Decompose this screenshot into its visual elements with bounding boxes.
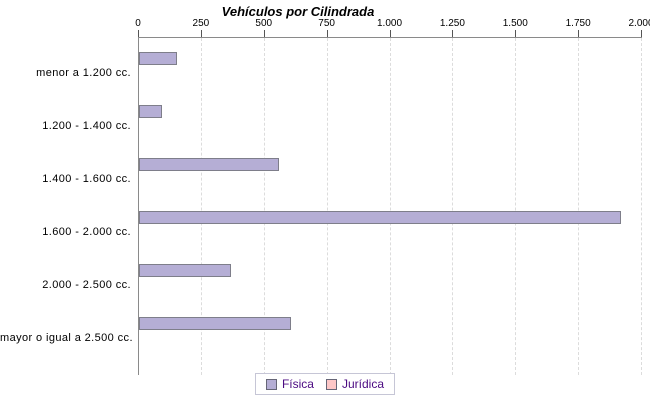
x-tick-label: 750 bbox=[318, 18, 335, 29]
gridline bbox=[452, 38, 454, 375]
x-tick-label: 2.000 bbox=[628, 18, 650, 29]
bar-física bbox=[139, 264, 231, 277]
x-tick-mark bbox=[263, 30, 265, 37]
category-label: mayor o igual a 2.500 cc. bbox=[0, 332, 133, 344]
x-axis-line bbox=[138, 37, 642, 38]
x-tick-mark bbox=[452, 30, 454, 37]
category-label: 1.200 - 1.400 cc. bbox=[42, 120, 131, 132]
legend-item-física: Física bbox=[265, 377, 314, 391]
x-tick-label: 1.250 bbox=[439, 18, 465, 29]
x-tick-label: 1.750 bbox=[565, 18, 591, 29]
x-tick-mark bbox=[200, 30, 202, 37]
bar-física bbox=[139, 211, 621, 224]
category-label: 1.600 - 2.000 cc. bbox=[42, 226, 131, 238]
gridline bbox=[515, 38, 517, 375]
legend: Física Jurídica bbox=[0, 373, 650, 395]
x-tick-label: 500 bbox=[255, 18, 273, 29]
gridline bbox=[641, 38, 642, 375]
legend-swatch-física bbox=[265, 378, 277, 390]
legend-label: Física bbox=[281, 377, 314, 391]
gridline bbox=[389, 38, 391, 375]
legend-label: Jurídica bbox=[341, 377, 385, 391]
bar-física bbox=[139, 317, 291, 330]
gridline bbox=[326, 38, 328, 375]
category-label: menor a 1.200 cc. bbox=[36, 67, 131, 79]
y-axis-line bbox=[138, 37, 139, 375]
gridline bbox=[263, 38, 265, 375]
x-tick-label: 250 bbox=[192, 18, 210, 29]
x-tick-mark bbox=[578, 30, 580, 37]
category-label: 1.400 - 1.600 cc. bbox=[42, 173, 131, 185]
legend-swatch-jurídica bbox=[325, 378, 337, 390]
legend-box: Física Jurídica bbox=[254, 373, 396, 395]
x-tick-mark bbox=[326, 30, 328, 37]
bar-física bbox=[139, 158, 279, 171]
x-tick-label: 1.000 bbox=[376, 18, 403, 29]
x-tick-mark bbox=[389, 30, 391, 37]
category-label: 2.000 - 2.500 cc. bbox=[42, 279, 131, 291]
x-tick-mark bbox=[138, 30, 139, 37]
gridline bbox=[200, 38, 202, 375]
bar-física bbox=[139, 52, 177, 65]
x-tick-mark bbox=[641, 30, 642, 37]
chart-title: Vehículos por Cilindrada bbox=[221, 4, 375, 19]
x-tick-label: 0 bbox=[135, 18, 141, 29]
legend-item-jurídica: Jurídica bbox=[325, 377, 385, 391]
x-tick-mark bbox=[515, 30, 517, 37]
bar-física bbox=[139, 105, 162, 118]
gridline bbox=[578, 38, 580, 375]
x-tick-label: 1.500 bbox=[502, 18, 528, 29]
